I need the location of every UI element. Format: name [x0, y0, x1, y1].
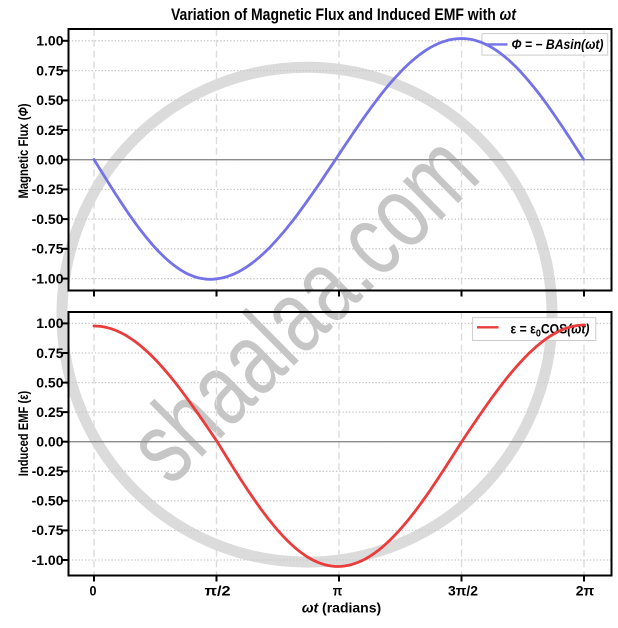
- svg-text:3π/2: 3π/2: [448, 583, 478, 599]
- svg-text:0.50: 0.50: [36, 92, 63, 108]
- svg-text:2π: 2π: [576, 583, 595, 599]
- svg-text:0.25: 0.25: [36, 122, 63, 138]
- svg-text:shaalaa.com: shaalaa.com: [105, 112, 499, 503]
- svg-text:π: π: [333, 583, 343, 599]
- svg-text:1.00: 1.00: [36, 33, 63, 49]
- svg-text:0.00: 0.00: [36, 152, 63, 168]
- svg-text:-0.50: -0.50: [32, 493, 64, 509]
- svg-text:0: 0: [90, 583, 97, 599]
- svg-text:-1.00: -1.00: [32, 270, 64, 286]
- svg-text:Variation of Magnetic Flux and: Variation of Magnetic Flux and Induced E…: [171, 5, 517, 24]
- svg-text:0.25: 0.25: [36, 404, 63, 420]
- svg-text:-1.00: -1.00: [32, 552, 64, 568]
- svg-text:Induced EMF (ε): Induced EMF (ε): [15, 391, 31, 477]
- svg-text:1.00: 1.00: [36, 315, 63, 331]
- svg-text:π/2: π/2: [205, 583, 231, 599]
- svg-text:-0.50: -0.50: [32, 211, 64, 227]
- svg-text:Φ = − BAsin(ωt): Φ = − BAsin(ωt): [512, 37, 604, 52]
- svg-text:0.00: 0.00: [36, 434, 63, 450]
- svg-text:0.75: 0.75: [36, 345, 63, 361]
- svg-text:-0.25: -0.25: [32, 181, 64, 197]
- svg-text:Magnetic Flux (Φ): Magnetic Flux (Φ): [15, 104, 31, 199]
- svg-text:0.75: 0.75: [36, 62, 63, 78]
- svg-text:ωt (radians): ωt (radians): [302, 600, 381, 616]
- svg-text:0.50: 0.50: [36, 374, 63, 390]
- svg-text:-0.75: -0.75: [32, 522, 64, 538]
- svg-text:-0.25: -0.25: [32, 463, 64, 479]
- svg-text:-0.75: -0.75: [32, 241, 64, 257]
